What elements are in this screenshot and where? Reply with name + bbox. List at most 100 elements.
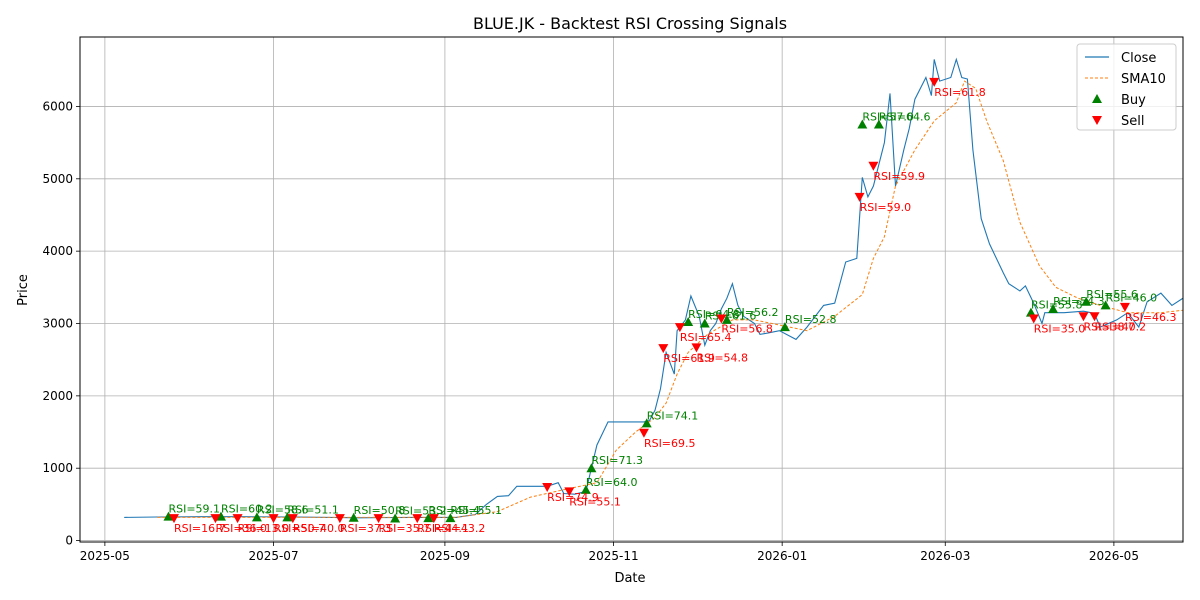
sell-marker — [564, 487, 575, 497]
sell-label: RSI=37.3 — [340, 522, 392, 535]
buy-marker — [1081, 296, 1092, 306]
plot-frame — [79, 36, 1184, 543]
buy-marker — [163, 511, 174, 521]
sell-label: RSI=74.9 — [547, 491, 599, 504]
buy-marker — [445, 513, 456, 523]
sell-label: RSI=61.9 — [663, 352, 715, 365]
sell-label: RSI=61.8 — [934, 86, 986, 99]
sell-label: RSI=50.7 — [274, 522, 326, 535]
y-tick-label: 2000 — [42, 389, 73, 403]
sell-marker — [428, 514, 439, 524]
legend: Close SMA10 Buy Sell — [1076, 43, 1177, 131]
sell-marker — [854, 192, 865, 202]
sell-label: RSI=36.0 — [215, 522, 267, 535]
x-tick-label: 2026-01 — [757, 549, 807, 563]
x-tick-label: 2025-05 — [80, 549, 130, 563]
axes: 2025-05 2025-07 2025-09 2025-11 2026-01 2026-… — [42, 99, 1139, 563]
sell-marker — [868, 161, 879, 171]
buy-marker — [683, 317, 694, 327]
legend-label: Close — [1121, 51, 1156, 66]
buy-label: RSI=52.8 — [785, 313, 837, 326]
buy-label: RSI=55.6 — [1086, 288, 1138, 301]
sell-label: RSI=35.0 — [1034, 322, 1086, 335]
buy-marker — [282, 512, 293, 522]
sell-marker — [929, 77, 940, 87]
buy-marker — [586, 463, 597, 473]
sell-label: RSI=13.0 — [238, 522, 290, 535]
chart-title: BLUE.JK - Backtest RSI Crossing Signals — [473, 14, 787, 33]
series-group — [124, 57, 1183, 519]
sell-label: RSI=59.0 — [860, 201, 912, 214]
sell-marker — [691, 343, 702, 353]
buy-label: RSI=56.2 — [727, 306, 779, 319]
buy-marker — [580, 484, 591, 494]
series-close-line — [124, 57, 1183, 519]
buy-marker — [779, 322, 790, 332]
buy-label: RSI=64.0 — [586, 476, 638, 489]
buy-label: RSI=58.6 — [257, 503, 309, 516]
sell-marker — [210, 514, 221, 524]
buy-label: RSI=54.3 — [1053, 295, 1105, 308]
grid-lines — [80, 37, 1183, 542]
sell-marker — [1078, 312, 1089, 322]
buy-label: RSI=61.6 — [705, 310, 757, 323]
sell-label: RSI=38.7 — [1083, 320, 1135, 333]
sell-marker — [674, 323, 685, 333]
x-tick-label: 2025-11 — [588, 549, 638, 563]
x-tick-label: 2026-03 — [920, 549, 970, 563]
sell-label: RSI=40.2 — [1095, 320, 1147, 333]
buy-label: RSI=64.6 — [879, 111, 931, 124]
buy-label: RSI=60.2 — [221, 503, 273, 516]
sell-label: RSI=54.8 — [696, 351, 748, 364]
legend-sell-swatch — [1092, 116, 1102, 125]
sell-label: RSI=44.1 — [417, 522, 469, 535]
sell-label: RSI=43.2 — [434, 522, 486, 535]
y-axis-label: Price — [16, 274, 31, 306]
buy-marker — [641, 418, 652, 428]
y-tick-label: 1000 — [42, 461, 73, 475]
y-tick-label: 4000 — [42, 244, 73, 258]
y-tick-label: 3000 — [42, 317, 73, 331]
sell-marker — [1119, 302, 1130, 312]
sell-marker — [658, 344, 669, 354]
sell-marker — [638, 428, 649, 438]
buy-label: RSI=74.1 — [647, 409, 699, 422]
buy-label: RSI=71.3 — [591, 454, 643, 467]
sell-label: RSI=55.1 — [569, 495, 621, 508]
legend-label: Sell — [1121, 114, 1144, 129]
x-tick-label: 2025-09 — [420, 549, 470, 563]
buy-label: RSI=59.1 — [168, 503, 220, 516]
buy-marker — [348, 512, 359, 522]
buy-marker — [699, 318, 710, 328]
buy-marker — [1048, 304, 1059, 314]
buy-marker — [873, 119, 884, 129]
buy-marker — [215, 511, 226, 521]
sell-marker — [542, 483, 553, 493]
sell-marker — [412, 514, 423, 524]
buy-label: RSI=55.1 — [450, 504, 502, 517]
buy-marker — [423, 513, 434, 523]
sell-label: RSI=59.9 — [873, 170, 925, 183]
sell-marker — [334, 514, 345, 524]
y-tick-label: 5000 — [42, 172, 73, 186]
sell-label: RSI=56.8 — [721, 322, 773, 335]
sell-marker — [287, 514, 298, 524]
buy-marker — [1025, 307, 1036, 317]
legend-buy-swatch — [1092, 94, 1102, 103]
buy-label: RSI=55.8 — [1031, 299, 1083, 312]
buy-marker — [1100, 300, 1111, 310]
buy-marker — [390, 513, 401, 523]
sell-marker — [1089, 312, 1100, 322]
sell-marker — [232, 514, 243, 524]
buy-marker — [857, 119, 868, 129]
sell-label: RSI=40.0 — [293, 522, 345, 535]
sell-label: RSI=16.7 — [174, 522, 226, 535]
x-axis-label: Date — [614, 571, 645, 586]
y-tick-label: 0 — [65, 534, 73, 548]
buy-label: RSI=46.0 — [1106, 291, 1158, 304]
sell-marker — [716, 314, 727, 324]
buy-label: RSI=45.4 — [428, 504, 480, 517]
